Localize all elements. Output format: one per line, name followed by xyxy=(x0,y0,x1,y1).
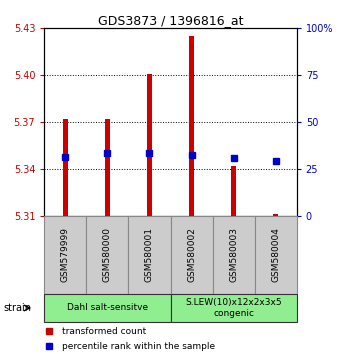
Bar xyxy=(63,119,68,216)
Bar xyxy=(255,216,297,294)
Bar xyxy=(273,215,278,216)
Bar xyxy=(189,36,194,216)
Text: GSM580001: GSM580001 xyxy=(145,227,154,282)
Bar xyxy=(170,216,212,294)
Bar xyxy=(147,74,152,216)
Bar xyxy=(129,216,170,294)
Text: transformed count: transformed count xyxy=(62,326,146,336)
Bar xyxy=(231,166,236,216)
Bar xyxy=(86,216,129,294)
Text: S.LEW(10)x12x2x3x5
congenic: S.LEW(10)x12x2x3x5 congenic xyxy=(185,298,282,318)
Bar xyxy=(44,294,170,322)
Text: percentile rank within the sample: percentile rank within the sample xyxy=(62,342,215,350)
Text: GSM580000: GSM580000 xyxy=(103,227,112,282)
Bar xyxy=(212,216,255,294)
Text: strain: strain xyxy=(3,303,31,313)
Bar xyxy=(105,119,110,216)
Bar xyxy=(44,216,86,294)
Text: GSM580002: GSM580002 xyxy=(187,227,196,282)
Bar xyxy=(170,294,297,322)
Text: GSM580004: GSM580004 xyxy=(271,227,280,282)
Title: GDS3873 / 1396816_at: GDS3873 / 1396816_at xyxy=(98,14,243,27)
Text: Dahl salt-sensitve: Dahl salt-sensitve xyxy=(67,303,148,313)
Text: GSM580003: GSM580003 xyxy=(229,227,238,282)
Text: GSM579999: GSM579999 xyxy=(61,227,70,282)
